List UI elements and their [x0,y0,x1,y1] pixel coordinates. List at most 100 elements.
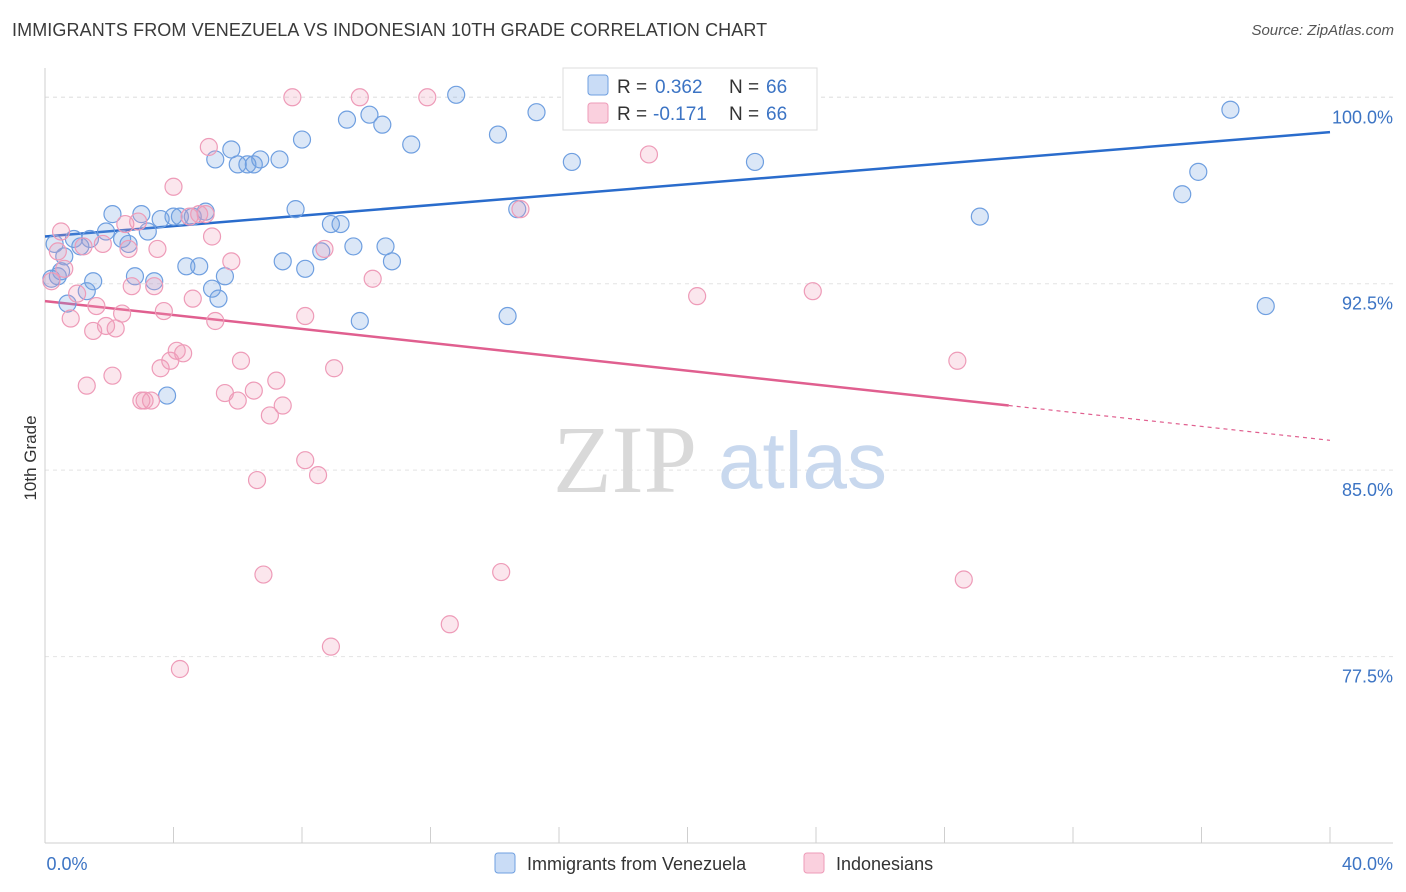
data-point-indonesians [247,470,267,490]
data-point-venezuela [498,306,517,326]
watermark-zip: ZIP [553,406,697,513]
data-point-venezuela [157,386,177,405]
data-point-venezuela [251,150,270,169]
data-point-indonesians [61,309,80,328]
data-point-indonesians [87,296,106,316]
data-point-venezuela [228,155,247,174]
data-point-indonesians [315,239,334,259]
data-point-indonesians [55,259,74,278]
data-point-indonesians [688,287,707,306]
data-point-venezuela [382,252,402,271]
legend-n-label-1: N = [729,77,759,98]
data-point-indonesians [296,451,315,470]
data-point-venezuela [1221,100,1240,119]
data-point-venezuela [970,207,989,226]
data-point-indonesians [199,137,218,157]
data-point-indonesians [296,306,315,326]
chart-title: IMMIGRANTS FROM VENEZUELA VS INDONESIAN … [12,20,768,40]
series-legend-indonesians: Indonesians [836,854,933,874]
data-point-venezuela [202,279,222,298]
data-point-indonesians [112,304,132,323]
data-point-indonesians [260,406,279,425]
data-point-venezuela [312,242,331,261]
data-point-indonesians [48,242,67,261]
data-point-indonesians [183,289,202,308]
series-legend-swatch-venezuela [494,852,516,874]
source-credit: Source: ZipAtlas.com [1251,22,1394,39]
data-point-indonesians [511,200,530,219]
data-point-venezuela [58,294,77,313]
data-point-indonesians [74,237,93,256]
data-point-indonesians [222,252,241,271]
legend-swatch-indonesians [587,102,609,124]
data-point-venezuela [138,222,157,241]
data-point-venezuela [527,103,546,122]
data-point-indonesians [267,371,286,390]
data-point-venezuela [164,207,183,226]
data-point-indonesians [68,284,87,303]
data-point-indonesians [803,282,822,301]
data-point-venezuela [103,205,122,224]
trend-line-0 [44,130,1331,238]
data-point-venezuela [296,259,315,278]
legend-r-label-1: R = [617,77,647,98]
data-point-indonesians [321,637,341,656]
data-point-venezuela [190,257,209,276]
data-point-indonesians [244,381,263,400]
data-point-indonesians [418,88,437,107]
data-point-venezuela [331,214,350,234]
data-point-indonesians [42,272,61,291]
series-legend: Immigrants from Venezuela Indonesians [494,852,933,874]
series-legend-swatch-indonesians [803,852,825,874]
data-point-indonesians [148,239,167,259]
legend-n-label-2: N = [729,104,759,125]
data-point-indonesians [51,222,71,241]
y-tick-label: 77.5% [1342,667,1393,687]
axes [44,68,1393,844]
data-point-indonesians [283,88,302,107]
data-point-venezuela [360,105,379,124]
trend-line-dashed-1 [1008,404,1331,441]
data-point-indonesians [639,145,659,164]
data-point-indonesians [174,344,193,363]
watermark-atlas: atlas [718,416,887,505]
data-point-indonesians [440,615,459,634]
trend-line-1 [44,299,1009,407]
data-point-venezuela [350,311,369,331]
data-point-indonesians [231,351,251,370]
data-point-venezuela [145,272,164,291]
data-point-indonesians [164,177,183,196]
data-point-indonesians [363,269,382,288]
trend-lines [44,130,1331,441]
data-point-indonesians [308,466,328,485]
legend-n-value-1: 66 [766,77,787,98]
data-point-venezuela [1189,162,1208,181]
data-point-venezuela [273,252,292,271]
y-tick-label: 85.0% [1342,480,1393,500]
data-point-indonesians [151,359,170,378]
data-point-indonesians [93,234,112,254]
data-point-indonesians [122,277,141,296]
data-point-venezuela [84,272,103,291]
data-point-indonesians [228,391,247,410]
data-point-venezuela [170,207,190,226]
data-points [42,85,1275,679]
data-point-indonesians [206,311,225,331]
data-point-indonesians [325,359,344,378]
data-point-indonesians [103,366,122,385]
data-point-indonesians [190,205,209,224]
data-point-venezuela [292,130,312,149]
y-tick-label: 92.5% [1342,294,1393,314]
data-point-indonesians [350,88,369,107]
data-point-venezuela [402,135,421,154]
data-point-indonesians [170,659,190,679]
data-point-venezuela [209,289,228,308]
data-point-indonesians [273,396,292,415]
data-point-venezuela [125,267,145,286]
data-point-indonesians [948,351,967,370]
data-point-venezuela [488,125,508,144]
data-point-venezuela [286,200,305,219]
data-point-venezuela [373,115,392,134]
stats-legend: R = 0.362 N = 66 R = -0.171 N = 66 [562,67,818,131]
